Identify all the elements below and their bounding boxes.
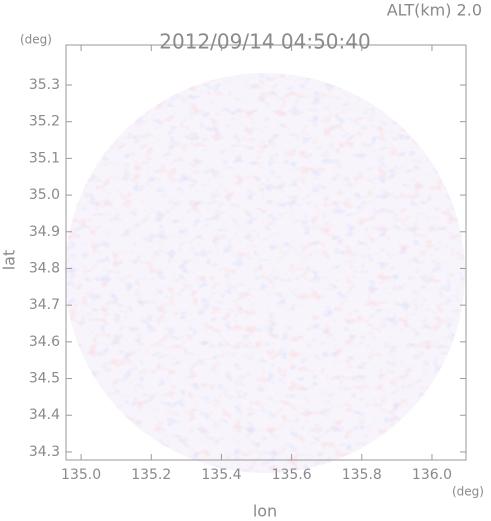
subtitle: ALT(km) 2.0 — [387, 1, 482, 20]
chart-title: 2012/09/14 04:50:40 — [159, 30, 370, 54]
x-tick-label: 135.2 — [131, 467, 171, 483]
y-tick-label: 34.4 — [29, 407, 60, 423]
y-tick-label: 34.3 — [29, 444, 60, 460]
y-tick-label: 35.3 — [29, 77, 60, 93]
y-tick-label: 35.1 — [29, 150, 60, 166]
y-tick-label: 34.5 — [29, 371, 60, 387]
y-axis-label: lat — [0, 250, 19, 271]
y-tick-label: 34.8 — [29, 260, 60, 276]
radar-field — [65, 73, 465, 473]
x-axis-label: lon — [253, 502, 277, 521]
x-tick-label: 135.8 — [342, 467, 382, 483]
x-tick-label: 135.0 — [61, 467, 101, 483]
y-tick-label: 34.7 — [29, 297, 60, 313]
plot-frame — [65, 44, 467, 461]
radar-texture — [65, 73, 465, 473]
x-unit: (deg) — [452, 485, 484, 499]
x-tick-label: 135.4 — [201, 467, 241, 483]
y-unit: (deg) — [20, 33, 52, 47]
x-tick-label: 135.6 — [272, 467, 312, 483]
x-tick-label: 136.0 — [412, 467, 452, 483]
y-tick-label: 35.2 — [29, 114, 60, 130]
y-tick-label: 35.0 — [29, 187, 60, 203]
y-tick-label: 34.9 — [29, 224, 60, 240]
y-tick-label: 34.6 — [29, 334, 60, 350]
